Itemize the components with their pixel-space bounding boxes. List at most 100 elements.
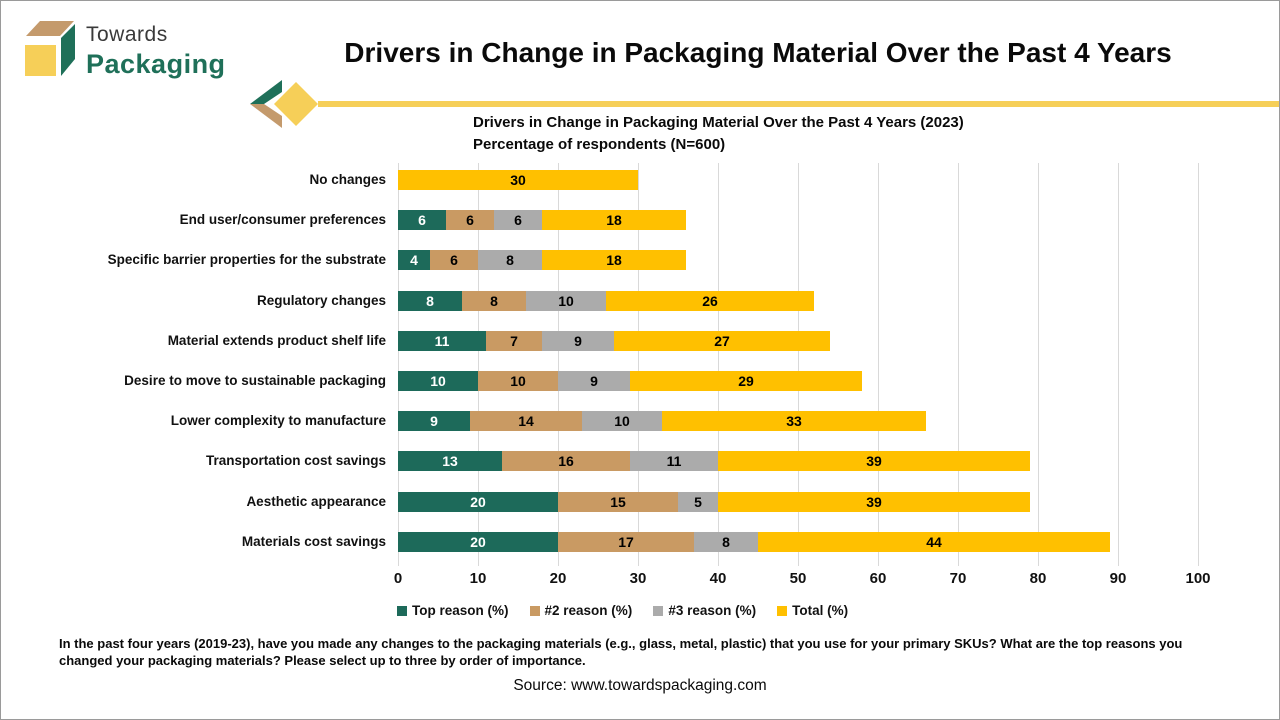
x-tick-label: 30 bbox=[629, 570, 647, 587]
category-label: Desire to move to sustainable packaging bbox=[124, 373, 386, 388]
bar-segment-top-reason: 4 bbox=[398, 250, 430, 270]
bar-segment-total: 26 bbox=[606, 291, 814, 311]
bar-segment-top-reason: 20 bbox=[398, 492, 558, 512]
x-tick-label: 50 bbox=[789, 570, 807, 587]
bar-segment-top-reason: 20 bbox=[398, 532, 558, 552]
x-tick-label: 20 bbox=[549, 570, 567, 587]
bar-segment-total: 39 bbox=[718, 492, 1030, 512]
bar-segment-2-reason: 6 bbox=[446, 210, 494, 230]
bar-row: 20 17 8 44 bbox=[398, 532, 1110, 552]
logo-box-icon bbox=[25, 21, 75, 76]
survey-question-note: In the past four years (2019-23), have y… bbox=[59, 636, 1183, 668]
legend-label: #3 reason (%) bbox=[668, 603, 757, 618]
category-label: Specific barrier properties for the subs… bbox=[107, 252, 386, 267]
bar-segment-2-reason: 17 bbox=[558, 532, 694, 552]
legend-swatch bbox=[397, 605, 407, 616]
legend-label: Top reason (%) bbox=[412, 603, 509, 618]
gridline bbox=[558, 163, 559, 566]
divider-decoration bbox=[250, 80, 1279, 128]
gridline bbox=[958, 163, 959, 566]
gridline bbox=[398, 163, 399, 566]
gridline bbox=[1198, 163, 1199, 566]
chart-title: Drivers in Change in Packaging Material … bbox=[473, 112, 964, 156]
bar-row: 10 10 9 29 bbox=[398, 371, 862, 391]
legend-item: #2 reason (%) bbox=[529, 603, 633, 618]
x-tick-label: 70 bbox=[949, 570, 967, 587]
brand-logo: Towards Packaging bbox=[25, 19, 226, 80]
x-tick-label: 60 bbox=[869, 570, 887, 587]
bar-row: 30 bbox=[398, 170, 638, 190]
gridline bbox=[638, 163, 639, 566]
bar-segment-3-reason: 8 bbox=[478, 250, 542, 270]
source-line: Source: www.towardspackaging.com bbox=[513, 677, 767, 694]
bar-segment-total: 44 bbox=[758, 532, 1110, 552]
legend-item: Top reason (%) bbox=[397, 603, 509, 618]
legend-item: Total (%) bbox=[777, 603, 848, 618]
chart-title-line1: Drivers in Change in Packaging Material … bbox=[473, 114, 964, 131]
bar-segment-2-reason: 16 bbox=[502, 451, 630, 471]
bar-segment-total: 33 bbox=[662, 411, 926, 431]
bar-segment-2-reason: 8 bbox=[462, 291, 526, 311]
legend-swatch bbox=[529, 605, 540, 616]
bar-segment-2-reason: 6 bbox=[430, 250, 478, 270]
gridline bbox=[718, 163, 719, 566]
bar-row: 6 6 6 18 bbox=[398, 210, 686, 230]
x-tick-label: 40 bbox=[709, 570, 727, 587]
bar-row: 8 8 10 26 bbox=[398, 291, 814, 311]
x-tick-label: 90 bbox=[1109, 570, 1127, 587]
category-label: End user/consumer preferences bbox=[179, 212, 386, 227]
bar-segment-total: 27 bbox=[614, 331, 830, 351]
category-label: Lower complexity to manufacture bbox=[170, 413, 386, 428]
x-tick-label: 80 bbox=[1029, 570, 1047, 587]
bar-segment-3-reason: 9 bbox=[542, 331, 614, 351]
legend-label: #2 reason (%) bbox=[544, 603, 633, 618]
bar-segment-3-reason: 5 bbox=[678, 492, 718, 512]
bar-row: 11 7 9 27 bbox=[398, 331, 830, 351]
bar-segment-total: 29 bbox=[630, 371, 862, 391]
bar-segment-total: 39 bbox=[718, 451, 1030, 471]
bar-segment-total: 18 bbox=[542, 210, 686, 230]
bar-row: 20 15 5 39 bbox=[398, 492, 1030, 512]
category-label: Aesthetic appearance bbox=[246, 494, 386, 509]
chart-title-line2: Percentage of respondents (N=600) bbox=[473, 136, 726, 153]
bar-segment-top-reason: 9 bbox=[398, 411, 470, 431]
legend: Top reason (%) #2 reason (%) #3 reason (%)… bbox=[397, 603, 848, 618]
gridline bbox=[798, 163, 799, 566]
bar-segment-top-reason: 11 bbox=[398, 331, 486, 351]
gridline bbox=[1118, 163, 1119, 566]
bar-segment-total: 30 bbox=[398, 170, 638, 190]
x-tick-label: 10 bbox=[469, 570, 487, 587]
bar-segment-2-reason: 14 bbox=[470, 411, 582, 431]
bar-segment-3-reason: 11 bbox=[630, 451, 718, 471]
bar-segment-2-reason: 15 bbox=[558, 492, 678, 512]
category-label: Regulatory changes bbox=[256, 293, 386, 308]
x-axis: 0 10 20 30 40 50 60 70 80 90 100 bbox=[394, 570, 1211, 588]
gridline bbox=[1038, 163, 1039, 566]
category-label: Materials cost savings bbox=[241, 534, 386, 549]
gridline bbox=[478, 163, 479, 566]
bar-row: 13 16 11 39 bbox=[398, 451, 1030, 471]
bar-segment-total: 18 bbox=[542, 250, 686, 270]
logo-text: Towards Packaging bbox=[86, 23, 226, 80]
bar-segment-2-reason: 7 bbox=[486, 331, 542, 351]
plot-area: 30 6 6 6 18 4 6 8 18 8 8 10 26 11 7 9 27 10 10 9 29 9 14 10 33 13… bbox=[398, 163, 1199, 566]
bar-segment-3-reason: 10 bbox=[526, 291, 606, 311]
category-label: No changes bbox=[309, 172, 386, 187]
bar-segment-top-reason: 10 bbox=[398, 371, 478, 391]
bar-row: 9 14 10 33 bbox=[398, 411, 926, 431]
bar-segment-3-reason: 8 bbox=[694, 532, 758, 552]
bar-segment-top-reason: 6 bbox=[398, 210, 446, 230]
legend-item: #3 reason (%) bbox=[653, 603, 756, 618]
category-label: Material extends product shelf life bbox=[167, 333, 386, 348]
page-title: Drivers in Change in Packaging Material … bbox=[344, 37, 1172, 68]
category-axis: No changes End user/consumer preferences S… bbox=[1, 163, 386, 566]
logo-line2: Packaging bbox=[86, 49, 226, 79]
x-tick-label: 0 bbox=[393, 570, 403, 587]
category-label: Transportation cost savings bbox=[205, 453, 386, 468]
bar-segment-3-reason: 9 bbox=[558, 371, 630, 391]
x-tick-label: 100 bbox=[1185, 570, 1211, 587]
bar-segment-top-reason: 8 bbox=[398, 291, 462, 311]
legend-swatch bbox=[653, 605, 664, 616]
gridline bbox=[878, 163, 879, 566]
